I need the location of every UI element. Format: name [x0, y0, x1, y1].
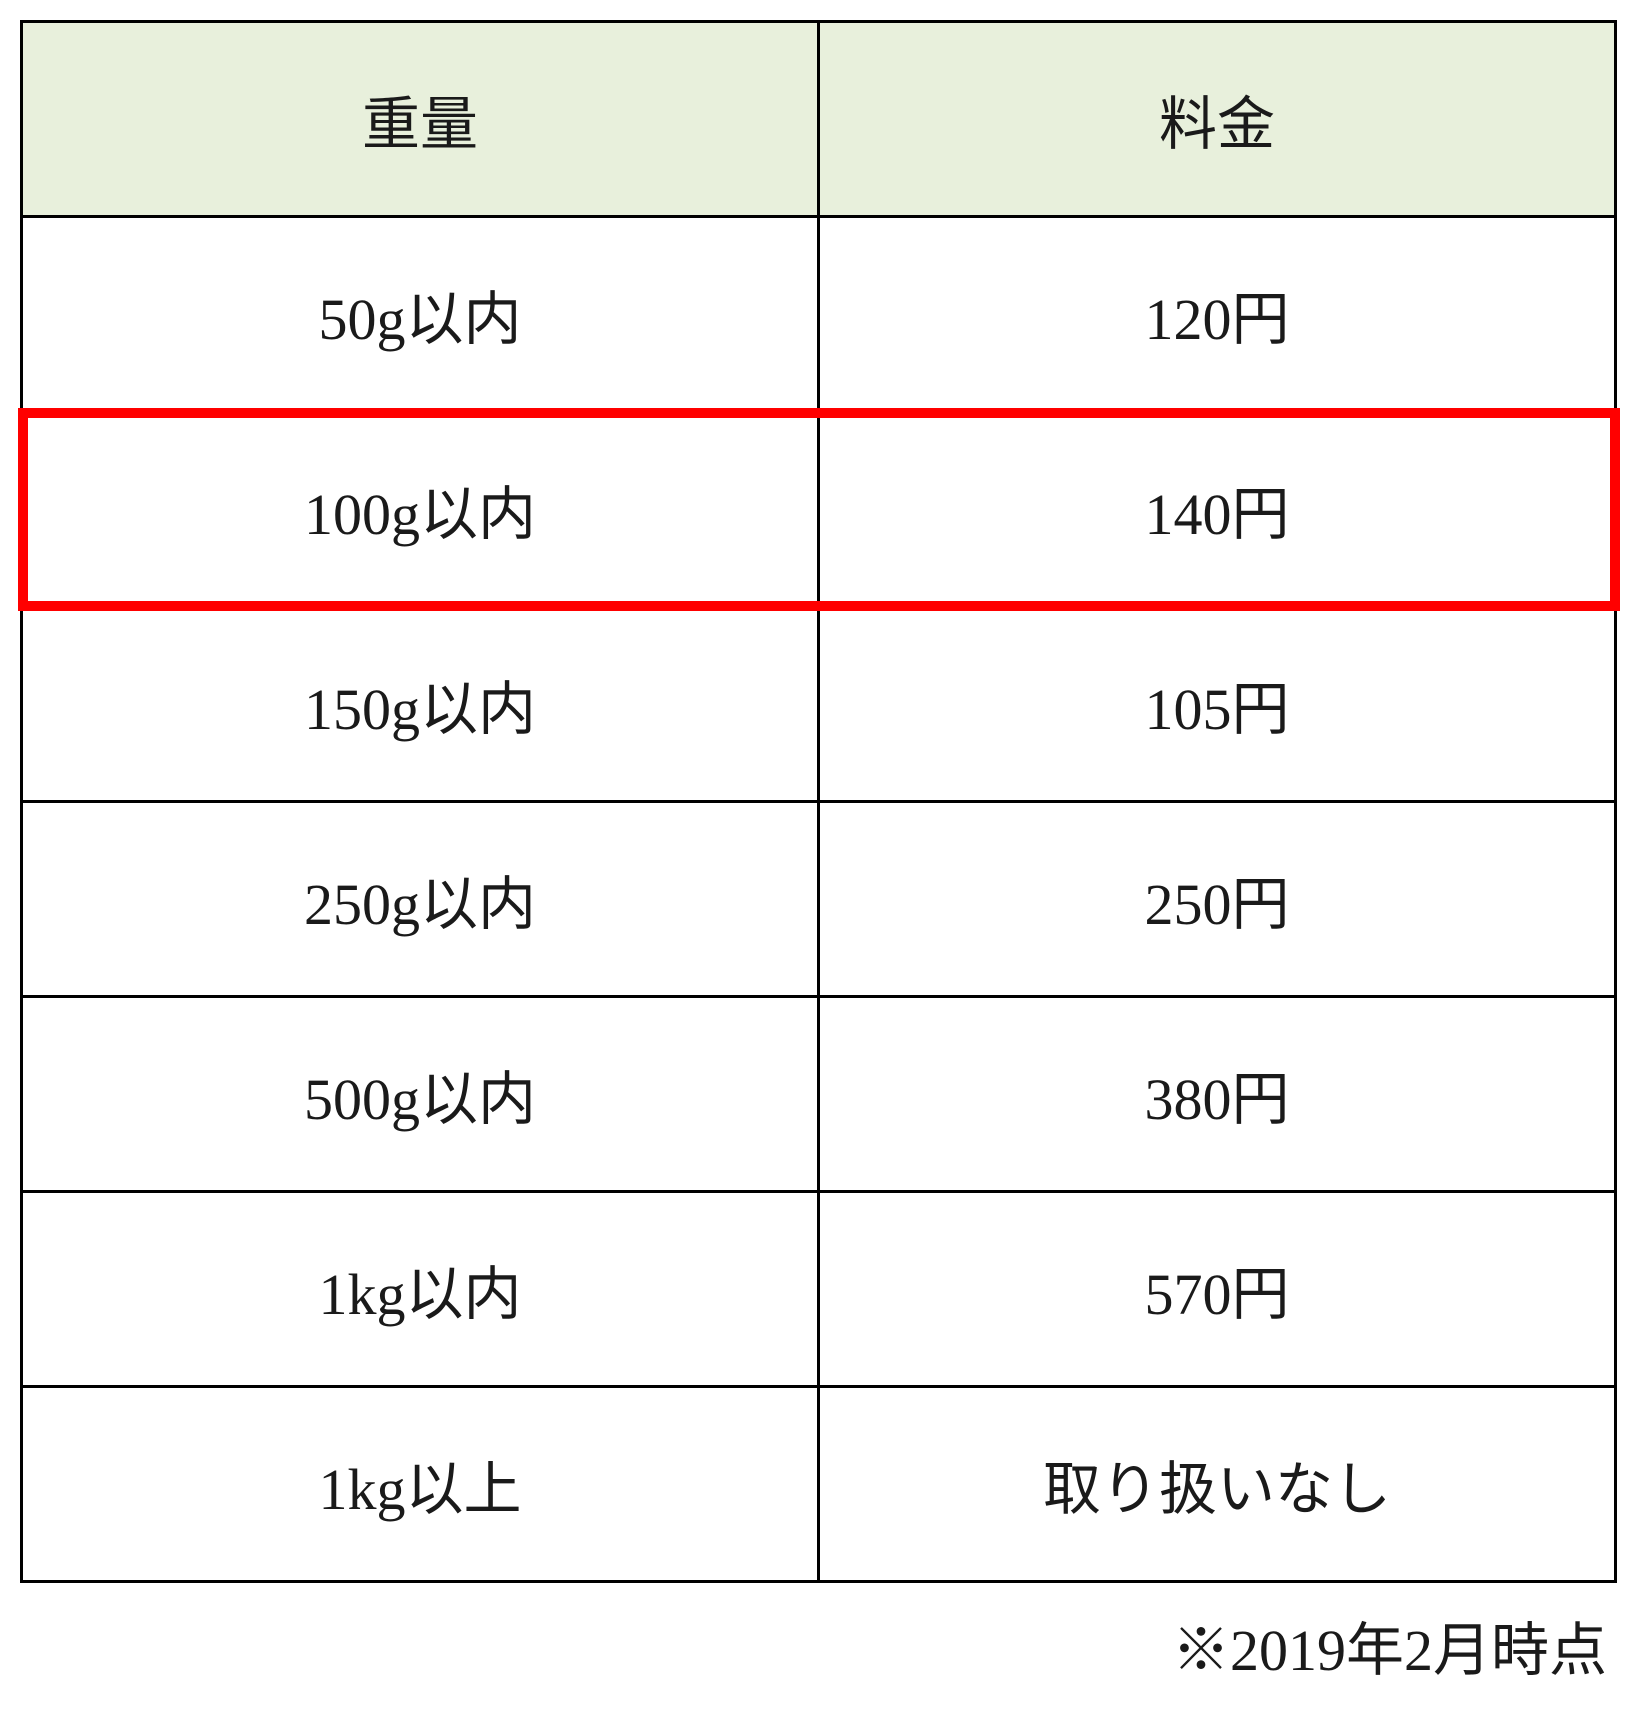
table-row: 50g以内 120円	[22, 217, 1616, 412]
pricing-table-container: 重量 料金 50g以内 120円 100g以内 140円 150g以内 105円…	[20, 20, 1617, 1583]
price-cell: 250円	[819, 802, 1616, 997]
weight-cell: 1kg以内	[22, 1192, 819, 1387]
weight-cell: 150g以内	[22, 607, 819, 802]
weight-cell: 50g以内	[22, 217, 819, 412]
weight-cell: 100g以内	[22, 412, 819, 607]
footnote-text: ※2019年2月時点	[20, 1603, 1617, 1687]
pricing-table: 重量 料金 50g以内 120円 100g以内 140円 150g以内 105円…	[20, 20, 1617, 1583]
price-cell: 570円	[819, 1192, 1616, 1387]
table-row: 150g以内 105円	[22, 607, 1616, 802]
table-row: 250g以内 250円	[22, 802, 1616, 997]
weight-cell: 500g以内	[22, 997, 819, 1192]
table-row: 500g以内 380円	[22, 997, 1616, 1192]
price-cell: 140円	[819, 412, 1616, 607]
column-header-weight: 重量	[22, 22, 819, 217]
table-row: 100g以内 140円	[22, 412, 1616, 607]
price-cell: 105円	[819, 607, 1616, 802]
table-row: 1kg以内 570円	[22, 1192, 1616, 1387]
table-body: 50g以内 120円 100g以内 140円 150g以内 105円 250g以…	[22, 217, 1616, 1582]
price-cell: 380円	[819, 997, 1616, 1192]
table-row: 1kg以上 取り扱いなし	[22, 1387, 1616, 1582]
weight-cell: 250g以内	[22, 802, 819, 997]
weight-cell: 1kg以上	[22, 1387, 819, 1582]
price-cell: 120円	[819, 217, 1616, 412]
column-header-price: 料金	[819, 22, 1616, 217]
price-cell: 取り扱いなし	[819, 1387, 1616, 1582]
table-header-row: 重量 料金	[22, 22, 1616, 217]
